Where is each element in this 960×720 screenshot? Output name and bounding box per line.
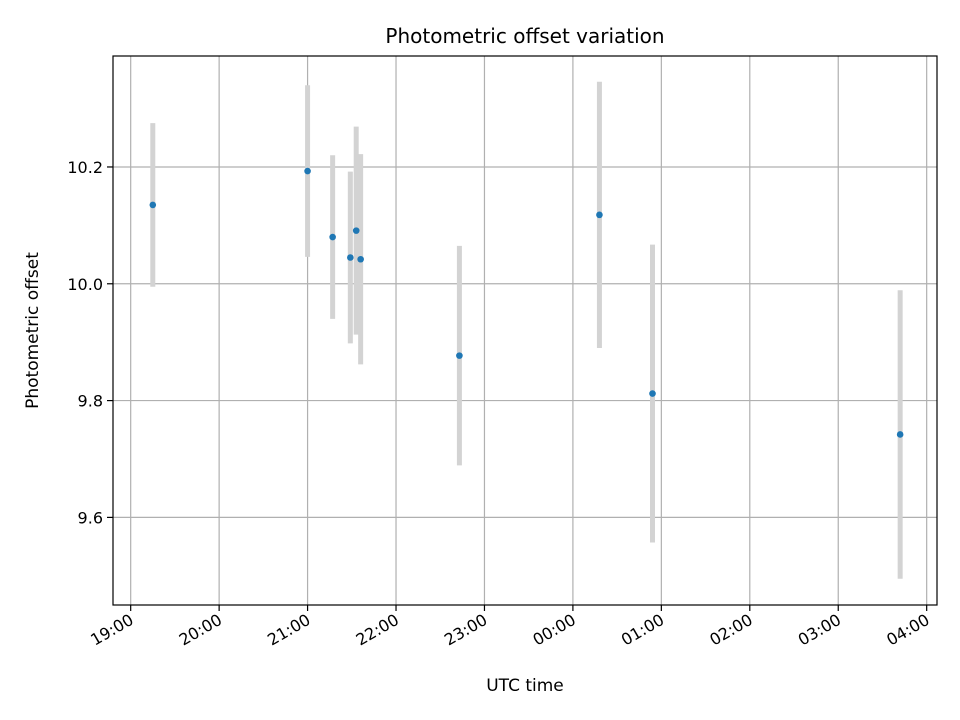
data-point [304, 167, 311, 175]
y-axis-label: Photometric offset [23, 252, 43, 409]
data-point [352, 227, 360, 234]
y-tick-label: 10.2 [67, 158, 103, 177]
x-axis-label: UTC time [486, 676, 564, 696]
data-point [456, 352, 463, 359]
data-points [149, 167, 904, 438]
chart-title: Photometric offset variation [385, 24, 664, 48]
data-point [649, 390, 656, 397]
data-point [357, 255, 364, 263]
data-point [596, 211, 603, 219]
y-tick-label: 9.6 [78, 508, 103, 527]
data-point [149, 201, 157, 209]
data-point [329, 233, 336, 241]
y-axis-ticks: 9.6 9.8 10.0 10.2 [67, 158, 113, 527]
plot-frame [112, 55, 938, 606]
data-point [347, 254, 354, 261]
data-point [896, 431, 904, 438]
y-tick-label: 10.0 [67, 275, 103, 294]
y-tick-label: 9.8 [78, 392, 103, 411]
